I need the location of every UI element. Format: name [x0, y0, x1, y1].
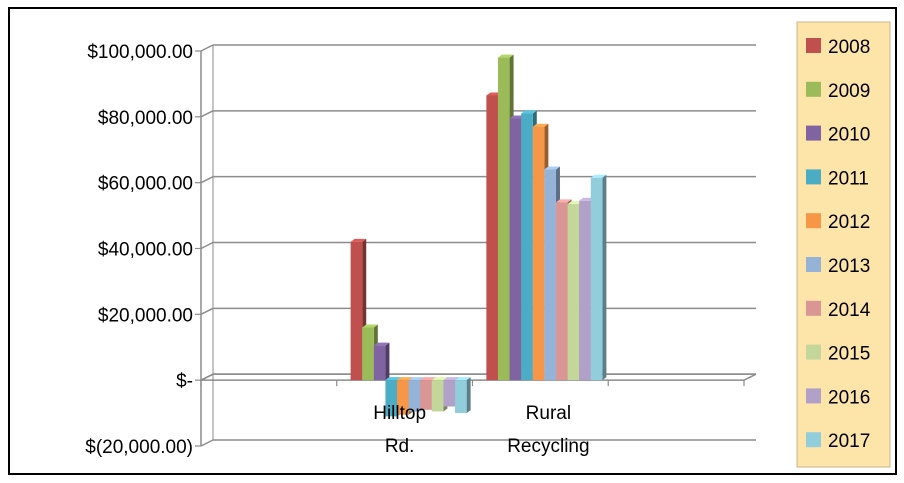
bar: [373, 345, 386, 381]
legend-label: 2009: [828, 81, 870, 102]
bar: [497, 57, 510, 381]
legend-swatch: [806, 432, 821, 448]
y-tick-label: $40,000.00: [98, 240, 193, 261]
gridline-connector: [200, 175, 214, 184]
gridline-connector: [200, 439, 214, 447]
chart-frame: $100,000.00 $80,000.00 $60,000.00 $40,000.0…: [8, 7, 897, 475]
y-tick-label: $-: [176, 371, 193, 392]
legend-label: 2008: [828, 37, 870, 58]
bar: [385, 380, 398, 417]
bar-top: [497, 54, 514, 58]
bar-side: [602, 174, 607, 381]
legend-swatch: [806, 169, 821, 185]
x-category-label: Hilltop: [373, 403, 426, 424]
legend-label: 2010: [828, 125, 870, 146]
legend-label: 2011: [828, 168, 869, 189]
bar: [486, 95, 498, 381]
bar: [397, 380, 409, 415]
legend-label: 2015: [828, 344, 870, 365]
bar-top: [532, 123, 549, 127]
bar-top: [420, 377, 436, 381]
legend-swatch: [806, 38, 821, 53]
y-tick-label: $100,000.00: [87, 42, 193, 63]
bar-top: [590, 174, 607, 178]
bar: [443, 380, 456, 407]
legend-label: 2014: [828, 300, 871, 321]
y-tick-label: $80,000.00: [98, 108, 193, 129]
y-tick-label: $60,000.00: [98, 174, 193, 195]
bar-top: [385, 377, 402, 381]
bar: [590, 177, 603, 381]
legend-swatch: [806, 257, 821, 272]
legend-label: 2016: [828, 387, 870, 408]
bar: [579, 200, 591, 381]
legend-swatch: [806, 81, 821, 97]
x-axis-depth: [200, 373, 214, 381]
bar: [567, 204, 580, 381]
bar-top: [431, 377, 448, 381]
bar-side: [385, 342, 390, 381]
bar-top: [397, 377, 413, 381]
bar-side: [466, 377, 471, 414]
bar: [555, 202, 568, 381]
bar: [544, 169, 556, 381]
gridline-connector: [200, 241, 214, 250]
legend-label: 2017: [828, 431, 870, 452]
bar: [532, 126, 545, 381]
bar: [362, 327, 374, 381]
x-category-label: Rural: [526, 403, 571, 424]
legend-swatch: [806, 213, 821, 229]
bar-top: [373, 342, 390, 346]
bar-top: [443, 377, 460, 381]
bar: [521, 113, 533, 381]
y-tick-label: $(20,000.00): [85, 437, 193, 458]
bar-top: [362, 324, 378, 328]
y-tick-label: $20,000.00: [98, 305, 193, 326]
bar: [408, 380, 421, 412]
bar: [509, 118, 522, 381]
bar-top: [521, 110, 537, 114]
x-category-label: Recycling: [507, 436, 589, 457]
bar-top: [408, 377, 425, 381]
gridline-connector: [200, 110, 214, 118]
legend-label: 2012: [828, 212, 870, 233]
bar-top: [555, 199, 572, 203]
bar: [350, 241, 363, 381]
bar: [431, 380, 444, 412]
legend-label: 2013: [828, 256, 870, 277]
bar: [420, 380, 432, 410]
legend-swatch: [806, 388, 821, 404]
x-axis-end: [743, 373, 757, 381]
legend-swatch: [806, 125, 821, 141]
legend-swatch: [806, 344, 821, 360]
gridline-connector: [200, 44, 214, 52]
bar-top: [544, 166, 560, 170]
bar-top: [455, 377, 471, 381]
legend-swatch: [806, 300, 821, 316]
x-category-label: Rd.: [385, 436, 415, 457]
bar: [455, 380, 467, 414]
bar-top: [350, 238, 367, 242]
gridline-connector: [200, 307, 214, 316]
chart: $100,000.00 $80,000.00 $60,000.00 $40,000.0…: [85, 21, 891, 468]
